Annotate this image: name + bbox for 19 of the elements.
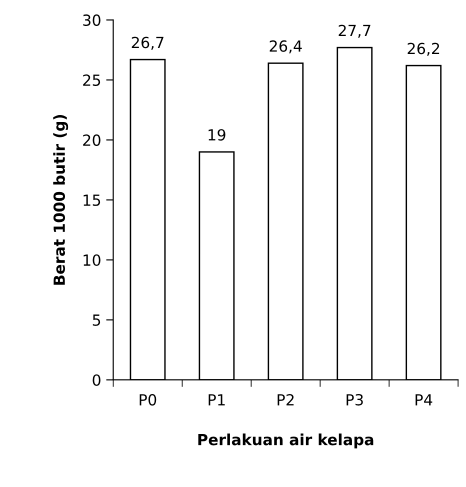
data-label: 27,7	[338, 24, 370, 38]
y-tick-label: 10	[84, 254, 100, 266]
y-tick-label: 15	[84, 194, 100, 206]
x-axis-title: Perlakuan air kelapa	[198, 434, 374, 448]
x-tick-label: P1	[208, 394, 225, 406]
data-label: 26,4	[270, 40, 302, 54]
x-tick-label: P2	[278, 394, 294, 406]
y-tick-label: 5	[92, 314, 100, 326]
x-tick-label: P0	[140, 394, 156, 406]
data-label: 26,2	[408, 42, 440, 56]
y-tick-label: 0	[92, 374, 100, 386]
y-axis-title: Berat 1000 butir (g)	[53, 115, 68, 285]
y-tick-label: 30	[83, 14, 100, 26]
y-tick-label: 25	[83, 74, 100, 86]
x-tick-label: P4	[416, 394, 432, 406]
data-label: 26,7	[132, 36, 164, 50]
y-tick-label: 20	[83, 134, 100, 146]
data-label: 19	[208, 129, 226, 141]
x-tick-label: P3	[346, 394, 363, 406]
